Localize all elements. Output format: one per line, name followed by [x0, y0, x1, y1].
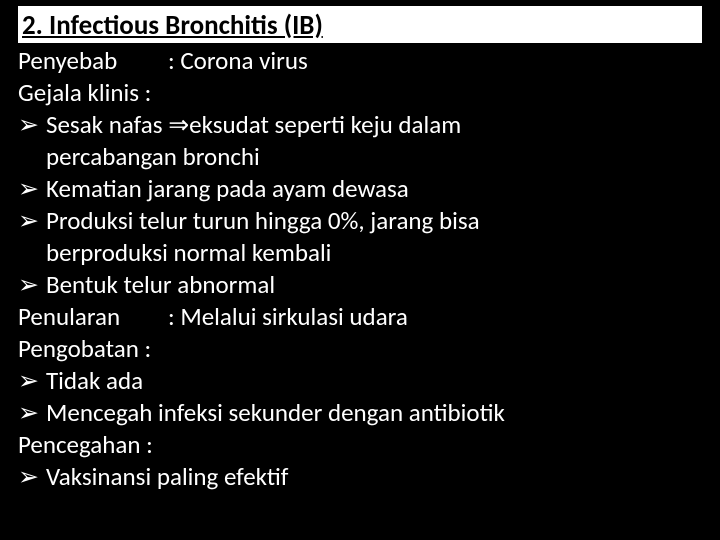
slide-container: 2. Infectious Bronchitis (IB) Penyebab :… — [0, 0, 720, 540]
pengobatan-label: Pengobatan : — [18, 333, 702, 365]
bullet-icon: ➢ — [18, 173, 46, 205]
gejala-item-3-text: Produksi telur turun hingga 0%, jarang b… — [46, 205, 702, 237]
bullet-icon: ➢ — [18, 269, 46, 301]
penyebab-value: : Corona virus — [168, 45, 308, 77]
pencegahan-label: Pencegahan : — [18, 429, 702, 461]
title-band: 2. Infectious Bronchitis (IB) — [18, 6, 702, 43]
gejala-item-2-text: Kematian jarang pada ayam dewasa — [46, 173, 702, 205]
gejala-item-3: ➢ Produksi telur turun hingga 0%, jarang… — [18, 205, 702, 237]
penularan-row: Penularan : Melalui sirkulasi udara — [18, 301, 702, 333]
gejala-item-1-text: Sesak nafas ⇒eksudat seperti keju dalam — [46, 109, 702, 141]
gejala-item-2: ➢ Kematian jarang pada ayam dewasa — [18, 173, 702, 205]
slide-title: 2. Infectious Bronchitis (IB) — [22, 10, 698, 41]
pengobatan-item-2: ➢ Mencegah infeksi sekunder dengan antib… — [18, 397, 702, 429]
gejala-item-1: ➢ Sesak nafas ⇒eksudat seperti keju dala… — [18, 109, 702, 141]
gejala-item-3-cont: berproduksi normal kembali — [18, 237, 702, 269]
bullet-icon: ➢ — [18, 365, 46, 397]
penularan-value: : Melalui sirkulasi udara — [168, 301, 408, 333]
bullet-icon: ➢ — [18, 397, 46, 429]
bullet-icon: ➢ — [18, 461, 46, 493]
bullet-icon: ➢ — [18, 205, 46, 237]
pengobatan-item-1: ➢ Tidak ada — [18, 365, 702, 397]
penyebab-label: Penyebab — [18, 45, 168, 77]
penyebab-row: Penyebab : Corona virus — [18, 45, 702, 77]
gejala-label: Gejala klinis : — [18, 77, 702, 109]
gejala-item-4: ➢ Bentuk telur abnormal — [18, 269, 702, 301]
penularan-label: Penularan — [18, 301, 168, 333]
pengobatan-item-2-text: Mencegah infeksi sekunder dengan antibio… — [46, 397, 702, 429]
bullet-icon: ➢ — [18, 109, 46, 141]
slide-body: Penyebab : Corona virus Gejala klinis : … — [18, 45, 702, 493]
pengobatan-item-1-text: Tidak ada — [46, 365, 702, 397]
pencegahan-item-1: ➢ Vaksinansi paling efektif — [18, 461, 702, 493]
gejala-item-1-cont: percabangan bronchi — [18, 141, 702, 173]
gejala-item-4-text: Bentuk telur abnormal — [46, 269, 702, 301]
pencegahan-item-1-text: Vaksinansi paling efektif — [46, 461, 702, 493]
